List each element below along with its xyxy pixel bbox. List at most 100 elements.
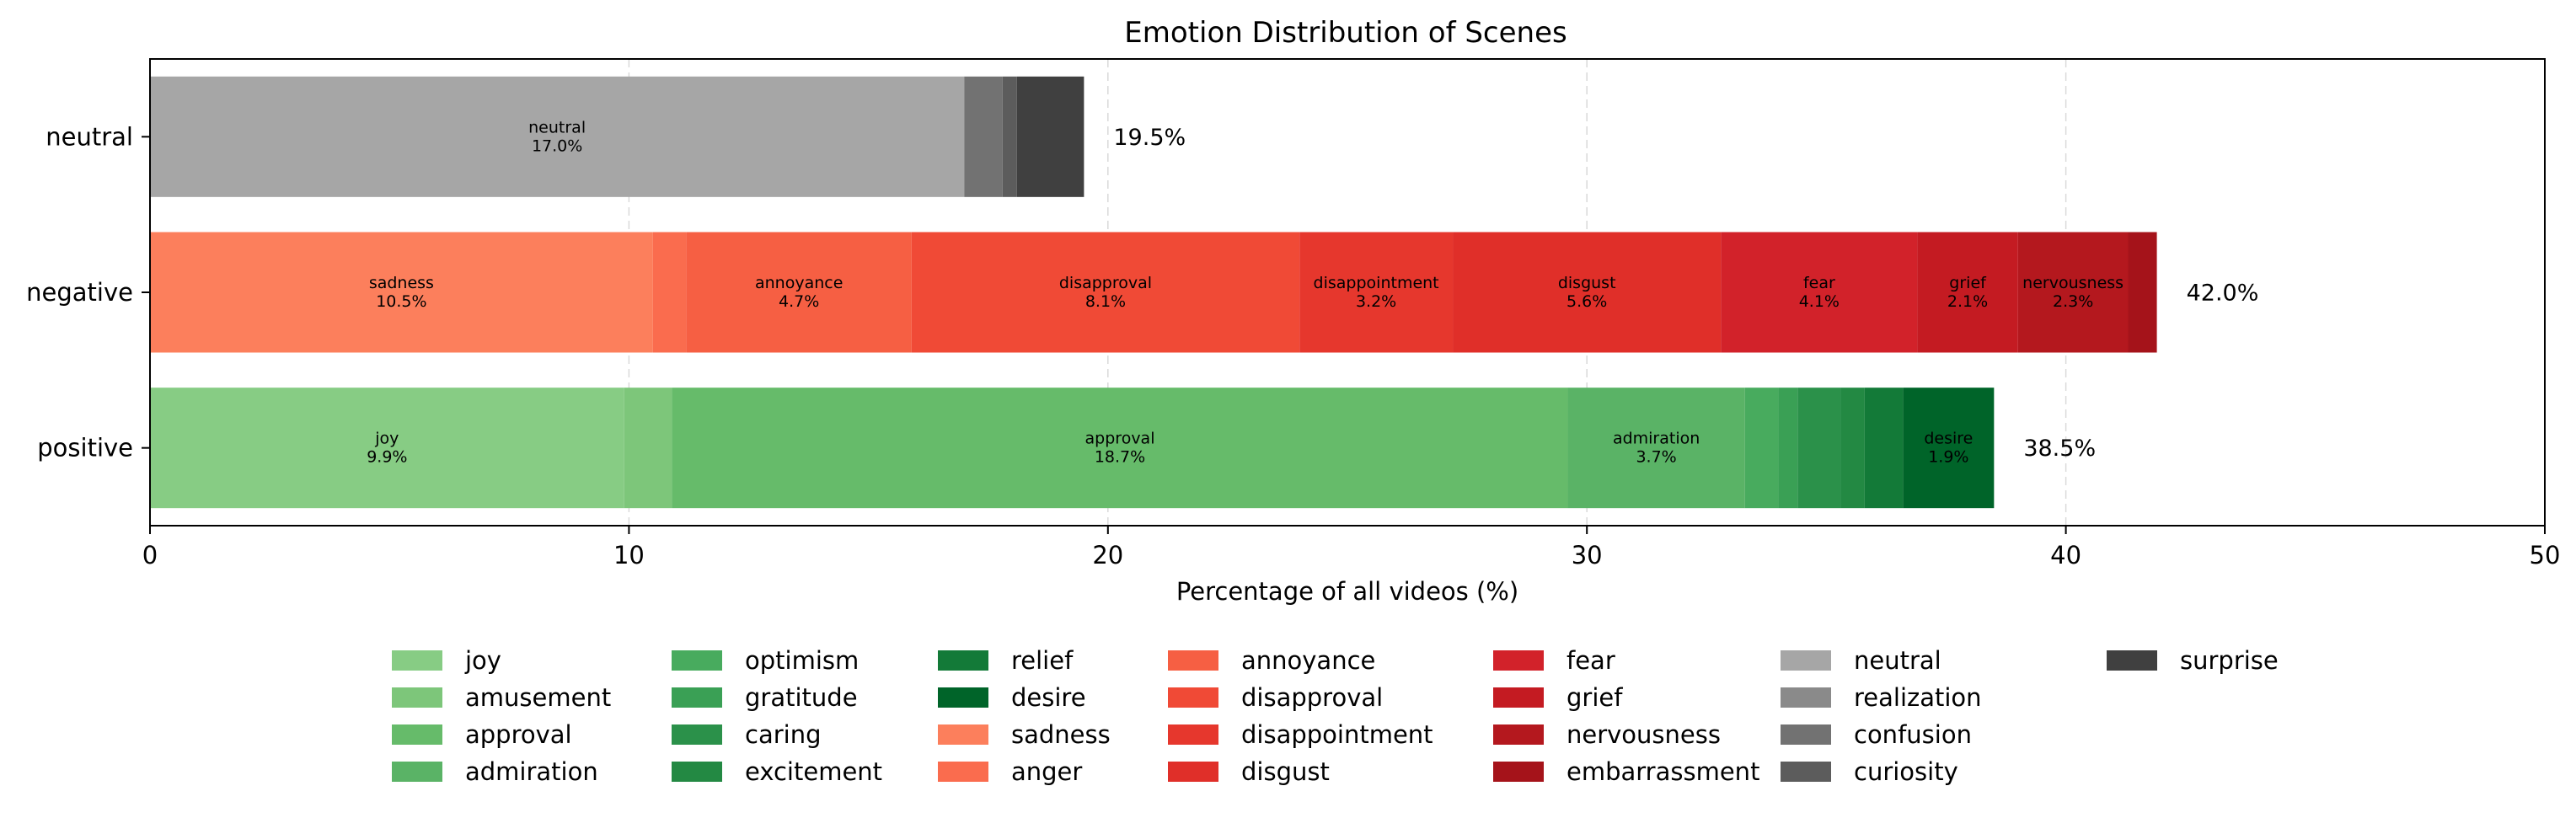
bar-segment-grief xyxy=(1917,232,2018,353)
segment-value-label: 4.7% xyxy=(779,292,819,311)
legend-swatch xyxy=(1781,650,1831,671)
legend-label: fear xyxy=(1566,646,1615,675)
legend-swatch xyxy=(938,650,988,671)
segment-name-label: disappointment xyxy=(1314,274,1439,292)
x-tick-label: 40 xyxy=(2050,541,2081,569)
bar-segment-curiosity xyxy=(1002,76,1017,197)
bar-segment-nervousness xyxy=(2017,232,2129,353)
legend-label: curiosity xyxy=(1854,757,1958,786)
legend-swatch xyxy=(1781,687,1831,708)
bar-segment-sadness xyxy=(150,232,653,353)
legend-label: disappointment xyxy=(1241,720,1433,749)
legend-label: amusement xyxy=(465,683,611,712)
segment-name-label: admiration xyxy=(1613,430,1700,448)
legend-label: disapproval xyxy=(1241,683,1383,712)
bar-segment-annoyance xyxy=(686,232,912,353)
legend-swatch xyxy=(938,762,988,782)
x-tick-label: 30 xyxy=(1572,541,1603,569)
segment-value-label: 2.3% xyxy=(2053,292,2093,311)
y-tick-label: neutral xyxy=(46,122,133,151)
x-axis-label: Percentage of all videos (%) xyxy=(1176,577,1518,606)
segment-value-label: 18.7% xyxy=(1095,448,1145,467)
legend-label: admiration xyxy=(465,757,598,786)
legend-swatch xyxy=(1168,724,1218,745)
bar-segment-gratitude xyxy=(1778,388,1798,509)
bar-total-label: 19.5% xyxy=(1113,125,1186,151)
legend-label: sadness xyxy=(1011,720,1111,749)
segment-name-label: fear xyxy=(1803,274,1835,292)
segment-value-label: 4.1% xyxy=(1799,292,1840,311)
chart-title: Emotion Distribution of Scenes xyxy=(1124,16,1566,50)
legend-label: realization xyxy=(1854,683,1982,712)
segment-name-label: grief xyxy=(1949,274,1987,292)
bar-segment-embarrassment xyxy=(2128,232,2157,353)
y-axis: positive negative neutral xyxy=(26,122,150,462)
legend-swatch xyxy=(392,650,442,671)
bar-segment-fear xyxy=(1721,232,1918,353)
segment-name-label: desire xyxy=(1924,430,1973,448)
bar-segment-approval xyxy=(672,388,1568,509)
legend-swatch xyxy=(1168,762,1218,782)
bar-segment-excitement xyxy=(1840,388,1865,509)
y-tick-label: positive xyxy=(37,434,133,462)
legend-swatch xyxy=(1493,687,1544,708)
legend-label: anger xyxy=(1011,757,1082,786)
legend-swatch xyxy=(1168,650,1218,671)
legend-label: excitement xyxy=(745,757,882,786)
legend-swatch xyxy=(938,724,988,745)
segment-name-label: joy xyxy=(374,430,399,448)
bar-segment-neutral xyxy=(150,76,965,197)
legend-label: disgust xyxy=(1241,757,1330,786)
bar-segment-optimism xyxy=(1744,388,1779,509)
segment-name-label: annoyance xyxy=(755,274,843,292)
legend-label: approval xyxy=(465,720,572,749)
legend-swatch xyxy=(1781,762,1831,782)
segment-value-label: 3.7% xyxy=(1636,448,1676,467)
segment-name-label: disgust xyxy=(1558,274,1616,292)
bar-segment-disappointment xyxy=(1299,232,1454,353)
bar-segment-amusement xyxy=(624,388,672,509)
legend-swatch xyxy=(672,687,722,708)
segment-value-label: 9.9% xyxy=(367,448,407,467)
bar-segment-joy xyxy=(150,388,624,509)
bar-total-label: 42.0% xyxy=(2187,281,2259,307)
legend-swatch xyxy=(938,687,988,708)
x-tick-label: 10 xyxy=(613,541,645,569)
legend-label: gratitude xyxy=(745,683,858,712)
x-tick-label: 0 xyxy=(142,541,158,569)
segment-value-label: 5.6% xyxy=(1566,292,1607,311)
bar-segment-disapproval xyxy=(911,232,1300,353)
legend-label: grief xyxy=(1566,683,1623,712)
bar-segment-anger xyxy=(652,232,687,353)
legend-swatch xyxy=(392,724,442,745)
legend-label: surprise xyxy=(2180,646,2279,675)
legend-label: caring xyxy=(745,720,821,749)
bar-segment-desire xyxy=(1903,388,1995,509)
x-tick-label: 50 xyxy=(2530,541,2561,569)
legend-swatch xyxy=(1493,650,1544,671)
legend-swatch xyxy=(1493,724,1544,745)
legend-swatch xyxy=(672,650,722,671)
legend-label: joy xyxy=(464,646,501,675)
legend-label: optimism xyxy=(745,646,859,675)
segment-value-label: 3.2% xyxy=(1356,292,1396,311)
bar-segment-caring xyxy=(1797,388,1841,509)
legend-swatch xyxy=(1168,687,1218,708)
segment-value-label: 8.1% xyxy=(1085,292,1126,311)
segment-value-label: 1.9% xyxy=(1928,448,1968,467)
bar-segment-surprise xyxy=(1016,76,1084,197)
x-axis: 0 10 20 30 40 50 xyxy=(142,526,2561,569)
bar-segment-admiration xyxy=(1567,388,1745,509)
x-tick-label: 20 xyxy=(1092,541,1123,569)
segment-name-label: disapproval xyxy=(1059,274,1152,292)
legend-label: annoyance xyxy=(1241,646,1375,675)
legend-label: desire xyxy=(1011,683,1086,712)
segment-value-label: 10.5% xyxy=(376,292,426,311)
legend-swatch xyxy=(392,762,442,782)
legend-swatch xyxy=(672,724,722,745)
legend-swatch xyxy=(672,762,722,782)
legend-swatch xyxy=(2107,650,2157,671)
legend-swatch xyxy=(392,687,442,708)
bar-segment-disgust xyxy=(1453,232,1722,353)
